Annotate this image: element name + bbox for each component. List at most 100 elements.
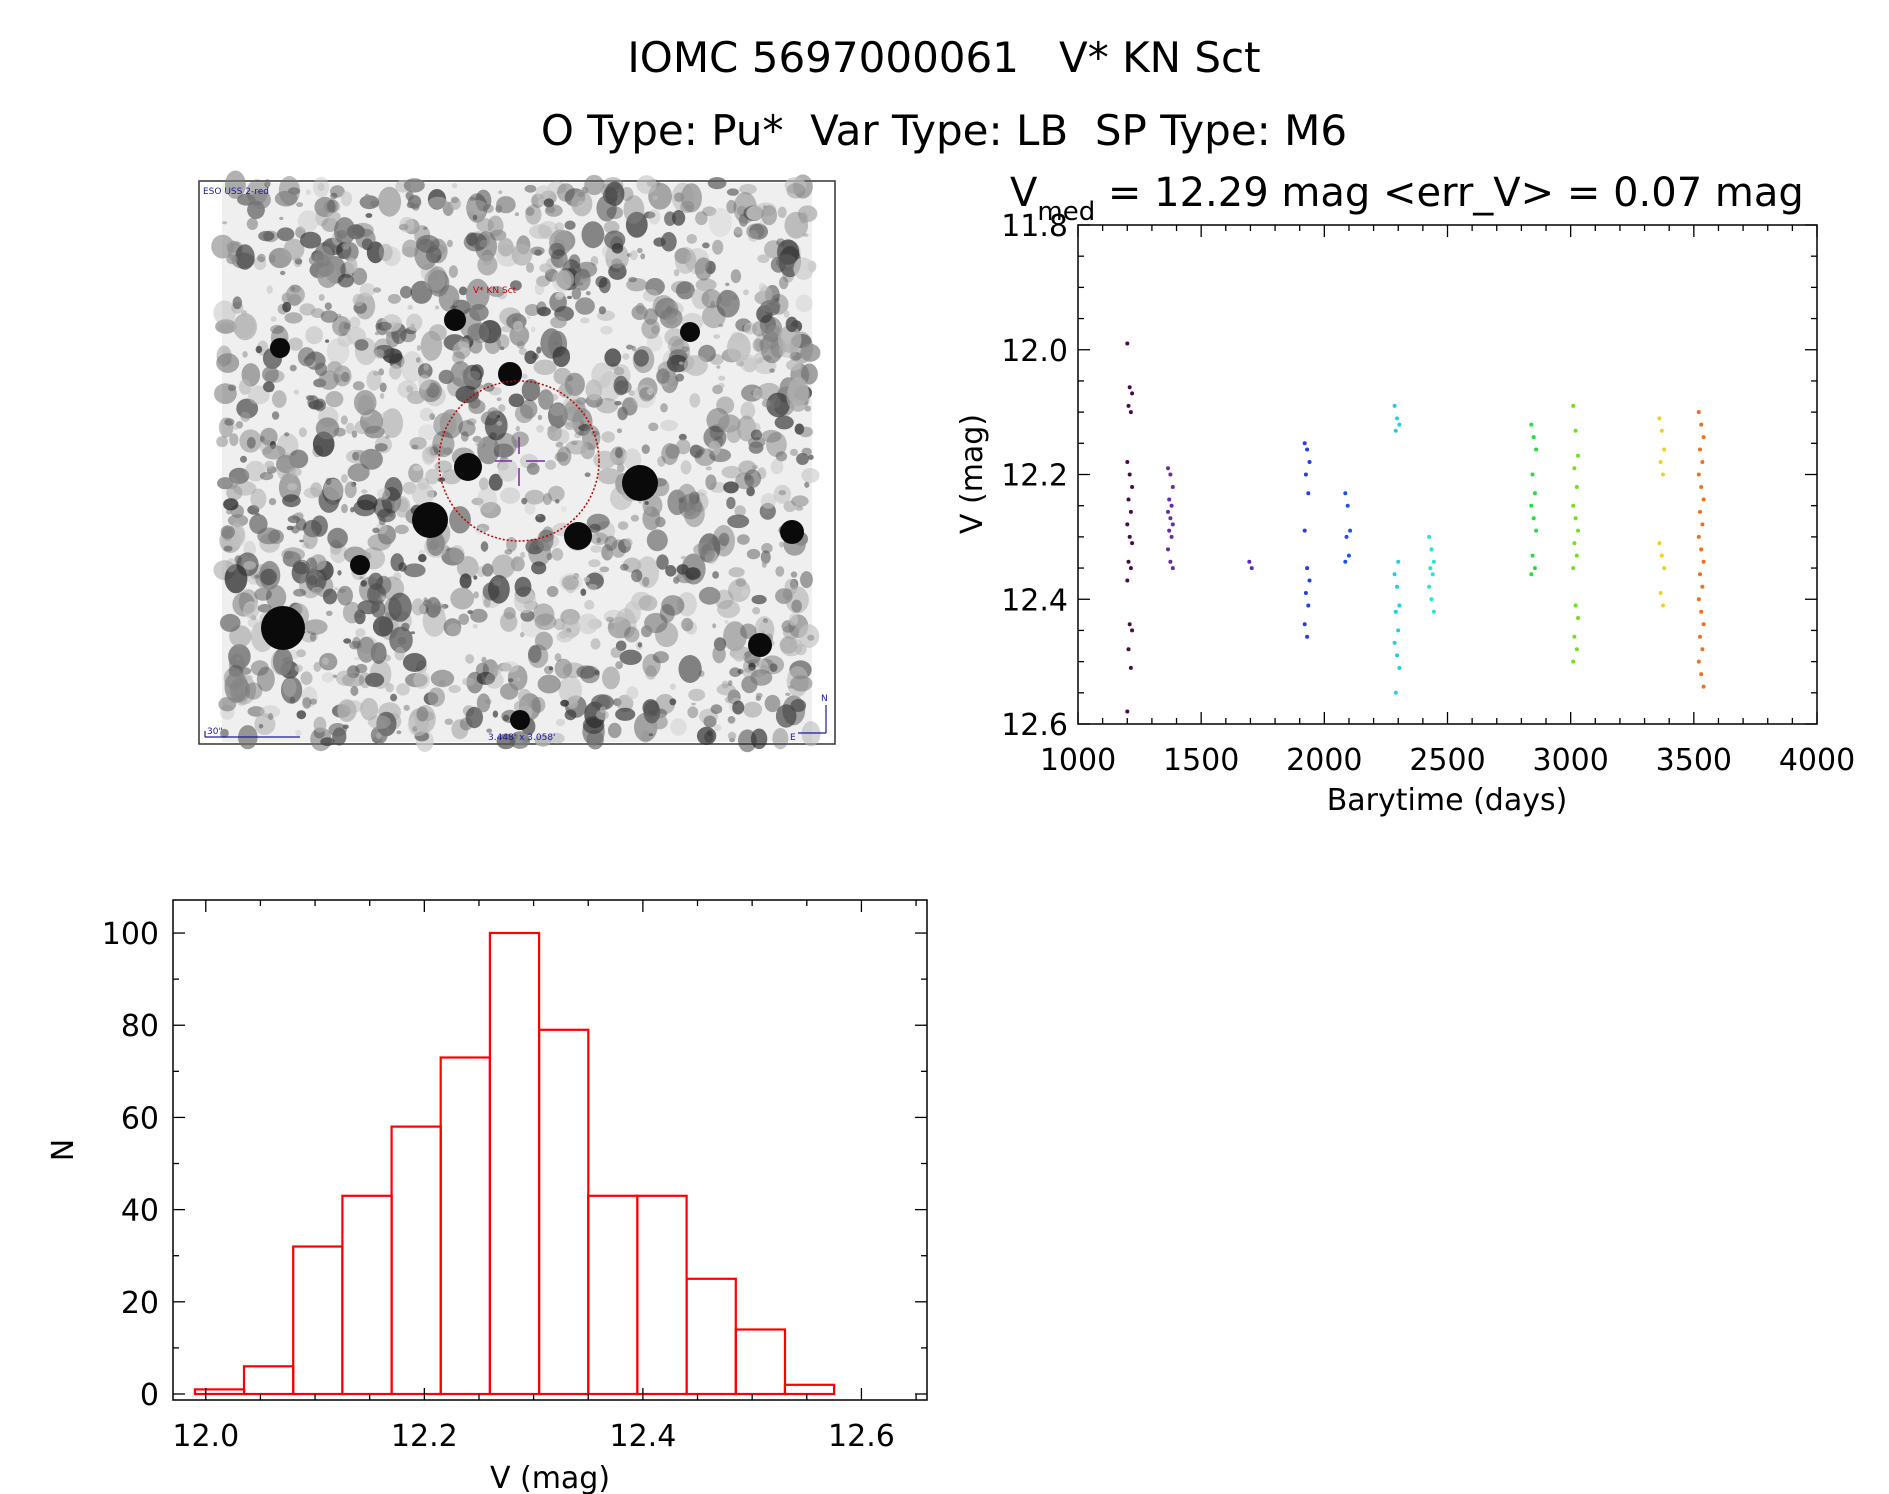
sky-blob — [531, 696, 546, 713]
sky-blob — [611, 243, 624, 254]
sky-blob — [303, 619, 328, 635]
sky-blob — [293, 389, 300, 395]
sky-blob — [675, 281, 695, 300]
sky-blob — [213, 300, 236, 325]
sky-blob — [500, 611, 518, 632]
sky-blob — [361, 489, 368, 494]
histogram-bar — [439, 1056, 492, 1396]
sky-blob — [585, 291, 591, 296]
sky-blob — [268, 498, 277, 506]
lc-point — [1125, 341, 1130, 346]
sky-blob — [759, 339, 770, 350]
histogram-bar — [341, 1194, 393, 1396]
north-label: N — [821, 694, 828, 704]
sky-blob — [537, 306, 551, 317]
lc-point — [1395, 584, 1399, 589]
sky-blob — [790, 699, 807, 712]
histogram-bar — [537, 1028, 590, 1396]
sky-blob — [272, 390, 287, 408]
sky-blob — [337, 699, 357, 722]
sky-blob — [643, 211, 656, 219]
lc-point — [1574, 485, 1579, 489]
sky-blob — [564, 220, 576, 230]
sky-blob — [636, 175, 657, 194]
lc-point — [1532, 566, 1537, 571]
sky-blob — [321, 672, 335, 683]
sky-blob — [791, 495, 809, 507]
sky-blob — [726, 199, 737, 214]
sky-blob — [496, 334, 510, 349]
sky-blob — [337, 273, 354, 288]
sky-blob — [377, 186, 402, 217]
sky-blob — [262, 366, 279, 383]
sky-blob — [739, 218, 749, 226]
sky-blob — [552, 346, 571, 368]
sky-blob — [733, 226, 743, 238]
sky-blob — [747, 230, 759, 242]
sky-blob — [224, 418, 235, 426]
sky-blob — [359, 283, 376, 297]
sky-blob — [532, 352, 539, 360]
hist-x-tick-label: 12.2 — [391, 1419, 458, 1454]
sky-blob — [772, 728, 789, 750]
sky-blob — [718, 375, 726, 381]
sky-blob — [430, 669, 455, 688]
sky-blob — [322, 657, 329, 665]
sky-blob — [795, 294, 813, 313]
sky-blob — [746, 223, 765, 239]
sky-blob — [475, 438, 484, 448]
sky-blob — [270, 316, 277, 322]
sky-blob — [599, 706, 606, 714]
survey-label: ESO USS 2-red — [203, 187, 269, 197]
sky-blob — [388, 592, 412, 622]
sky-blob — [296, 649, 306, 658]
sky-blob — [394, 496, 411, 518]
lc-point — [1699, 485, 1704, 489]
lc-point — [1427, 584, 1432, 589]
sky-blob — [537, 529, 554, 552]
sky-blob — [548, 732, 565, 744]
sky-blob — [440, 604, 449, 609]
sky-blob — [549, 403, 565, 417]
sky-blob — [703, 425, 727, 450]
sky-blob — [413, 670, 430, 690]
sky-blob — [577, 613, 599, 635]
sky-blob — [545, 459, 557, 470]
sky-blob — [334, 587, 339, 591]
sky-blob — [727, 514, 750, 529]
sky-blob — [562, 662, 585, 678]
lc-y-tick-label: 12.4 — [1001, 583, 1068, 618]
sky-blob — [352, 451, 360, 461]
sky-blob — [501, 661, 519, 673]
sky-blob — [402, 653, 427, 672]
sky-blob — [354, 450, 368, 462]
sky-blob — [448, 265, 458, 278]
sky-blob — [686, 234, 697, 244]
sky-blob — [564, 709, 577, 721]
sky-blob — [429, 324, 447, 341]
sky-blob — [801, 468, 820, 483]
star — [680, 322, 700, 342]
light-curve-points — [1125, 341, 1706, 714]
sky-blob — [622, 353, 630, 360]
sky-blob — [496, 420, 503, 426]
lc-point — [1698, 509, 1702, 514]
sky-blob — [332, 674, 338, 678]
sky-blob — [660, 232, 677, 252]
sky-blob — [660, 403, 668, 413]
sky-blob — [498, 404, 506, 412]
sky-blob — [563, 399, 587, 423]
sky-blob — [476, 693, 491, 713]
sky-blob — [412, 465, 423, 472]
lc-point — [1127, 472, 1132, 477]
sky-blob — [472, 214, 478, 221]
sky-blob — [546, 552, 553, 561]
sky-blob — [630, 514, 640, 522]
sky-blob — [336, 230, 348, 239]
sky-blob — [259, 705, 281, 719]
sky-blob — [514, 404, 534, 424]
sky-blob — [607, 621, 615, 630]
sky-blob — [302, 697, 312, 709]
sky-blob — [555, 442, 564, 448]
sky-blob — [376, 732, 382, 740]
